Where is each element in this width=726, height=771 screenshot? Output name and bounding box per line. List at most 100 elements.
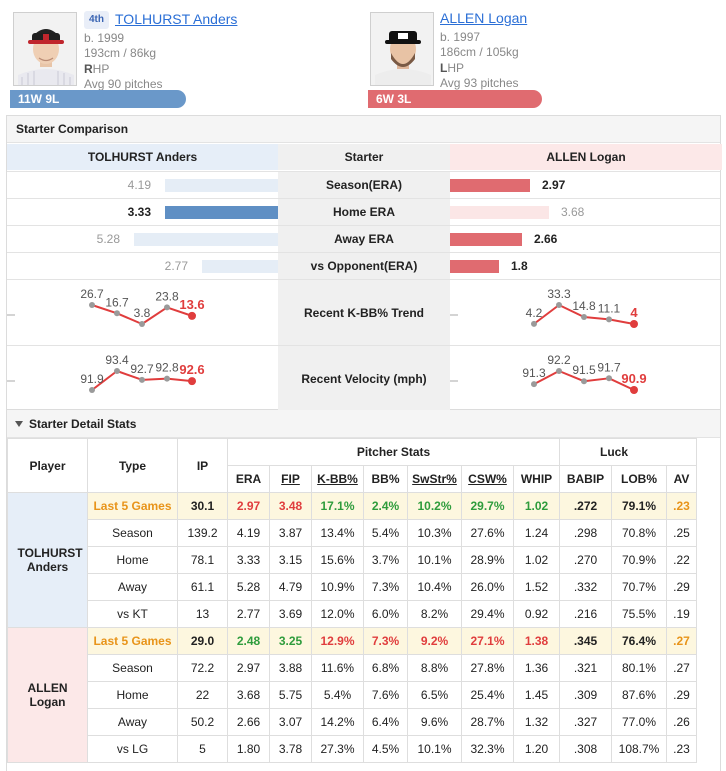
trend-point [188,311,196,320]
trend-point-label: 16.7 [105,295,129,309]
row-type: Last 5 Games [87,627,178,655]
stat-cell: .327 [559,708,612,736]
stat-cell: 77.0% [611,708,667,736]
col-fip[interactable]: FIP [269,465,312,493]
stat-cell: 3.07 [269,708,312,736]
stat-cell: 32.3% [461,735,514,763]
stat-cell: 6.8% [363,654,408,682]
player-photo-left [13,12,77,86]
col-whip: WHIP [513,465,560,493]
trend-point [606,316,612,323]
trend-segment [583,377,610,383]
row-type: Home [87,546,178,574]
trend-point-label: 14.8 [572,299,596,313]
stat-cell: 10.1% [407,546,462,574]
stat-cell: .216 [559,600,612,628]
stat-cell: 76.4% [611,627,667,655]
stat-cell: 70.9% [611,546,667,574]
col-k-bb-[interactable]: K-BB% [311,465,364,493]
stat-cell: 75.5% [611,600,667,628]
stat-cell: .270 [559,546,612,574]
ip-cell: 50.2 [177,708,228,736]
stat-cell: 80.1% [611,654,667,682]
stat-cell: 1.20 [513,735,560,763]
trend-point [581,378,587,385]
player-name-link-right[interactable]: ALLEN Logan [440,10,528,26]
trend-point [139,321,145,327]
trend-segment [166,377,193,383]
trend-label: Recent K-BB% Trend [278,280,450,345]
stat-cell: 7.6% [363,681,408,709]
ip-cell: 22 [177,681,228,709]
starter-detail-stats: Starter Detail Stats Player Type IP Pitc… [6,410,721,771]
stat-cell: 3.25 [269,627,312,655]
row-type: Last 5 Games [87,492,178,520]
ip-cell: 72.2 [177,654,228,682]
right-bar [450,179,530,192]
table-row: Away 50.2 2.66 3.07 14.2% 6.4% 9.6% 28.7% 1.32.3… [8,708,697,736]
group-luck: Luck [559,438,697,466]
trend-point [581,313,587,320]
col-swstr-[interactable]: SwStr% [407,465,462,493]
left-player-header: TOLHURST Anders [7,144,278,170]
trend-point-label: 33.3 [547,287,571,301]
trend-point [114,310,120,317]
stat-cell: 10.3% [407,519,462,547]
stat-cell: .27 [666,627,697,655]
stat-cell: .26 [666,708,697,736]
trend-point [89,387,95,393]
trend-point-label: 92.6 [179,362,204,377]
right-value: 1.8 [511,259,528,273]
stat-cell: .25 [666,519,697,547]
stat-cell: 27.6% [461,519,514,547]
col-bb-: BB% [363,465,408,493]
stat-cell: 4.5% [363,735,408,763]
left-value: 5.28 [96,232,120,246]
stat-cell: 1.32 [513,708,560,736]
trend-segment [558,304,585,318]
starter-header: Starter [278,144,450,170]
stat-cell: 10.2% [407,492,462,520]
col-babip: BABIP [559,465,612,493]
stat-cell: 3.68 [227,681,270,709]
trend-segment [141,377,168,381]
player-info-left: 4th TOLHURST Anders b. 1999 193cm / 86kg … [84,11,284,93]
stat-cell: 3.78 [269,735,312,763]
stat-cell: 70.8% [611,519,667,547]
starter-comparison: Starter Comparison TOLHURST Anders Start… [6,115,722,411]
left-bar [134,233,278,246]
trend-point [164,375,170,382]
trend-point [164,304,170,311]
row-type: Season [87,654,178,682]
table-row: Season 139.2 4.19 3.87 13.4% 5.4% 10.3% 27.6% 1.… [8,519,697,547]
row-label: Season(ERA) [278,172,450,198]
row-label: Home ERA [278,199,450,225]
trend-point [556,368,562,374]
left-bar [165,179,278,192]
trend-point [89,302,95,308]
stat-cell: 26.0% [461,573,514,601]
stat-cell: .23 [666,735,697,763]
table-row: Home 22 3.68 5.75 5.4% 7.6% 6.5% 25.4% 1.45.309 8… [8,681,697,709]
stat-cell: 2.4% [363,492,408,520]
trend-segment [166,306,193,317]
stat-cell: 3.88 [269,654,312,682]
avg-pitches: Avg 93 pitches [440,76,519,90]
trend-point-label: 26.7 [80,287,104,301]
stat-cell: 2.77 [227,600,270,628]
trend-point-label: 91.3 [522,366,546,380]
stat-cell: 3.69 [269,600,312,628]
stat-cell: .298 [559,519,612,547]
col-csw-[interactable]: CSW% [461,465,514,493]
player-name-link-left[interactable]: TOLHURST Anders [115,11,238,27]
row-type: Home [87,681,178,709]
stat-cell: 3.7% [363,546,408,574]
trend-point-label: 3.8 [134,306,151,320]
trend-segment [91,304,118,315]
detail-toggle[interactable]: Starter Detail Stats [7,410,720,438]
trend-segment [116,370,143,381]
player-name: ALLEN Logan [27,681,68,709]
trend-segment [91,370,118,391]
detail-title: Starter Detail Stats [29,417,137,431]
trend-row: Recent Velocity (mph) 91.9 93.4 92.7 92.8 92.… [7,345,720,411]
